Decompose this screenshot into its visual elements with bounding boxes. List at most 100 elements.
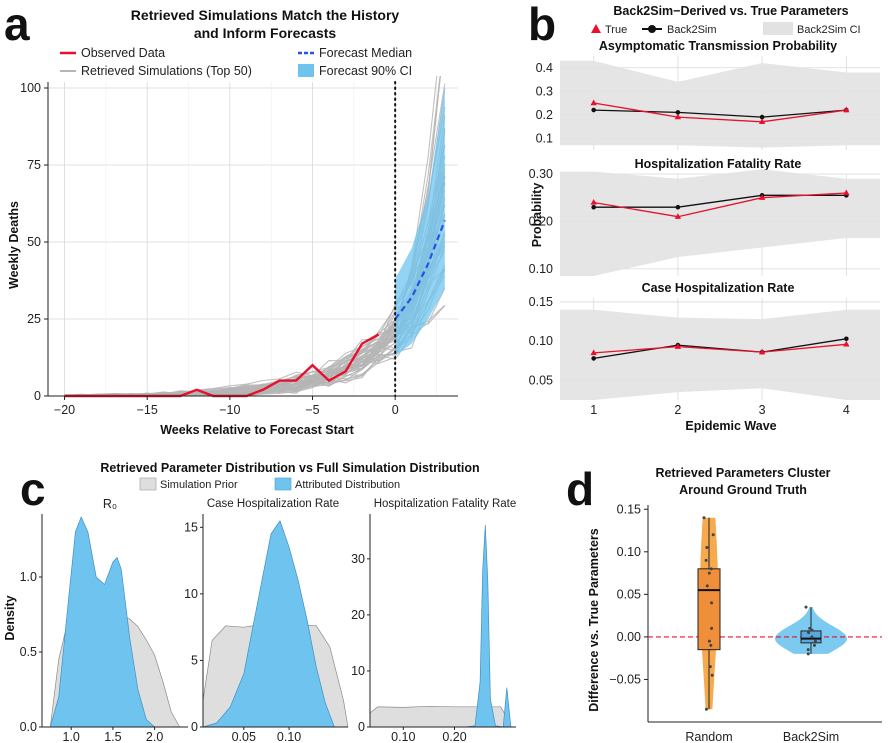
- true-point: [674, 213, 682, 219]
- x-tick-label: 4: [843, 403, 850, 417]
- panel-b-subplot-1: [560, 56, 880, 150]
- legend-swatch-prior: [139, 477, 157, 491]
- simulation-trajectory: [64, 233, 446, 397]
- true-line: [593, 192, 847, 218]
- y-tick-label: 0.05: [529, 373, 553, 387]
- data-point: [709, 567, 713, 571]
- y-tick-label: 0: [358, 720, 365, 734]
- y-tick-label: 0.1: [536, 131, 553, 145]
- simulation-trajectory: [64, 190, 446, 397]
- simulation-trajectory: [64, 183, 446, 397]
- panel-b: b Back2Sim−Derived vs. True Parameters T…: [528, 0, 880, 433]
- x-tick-label: −5: [305, 403, 319, 417]
- y-tick-label: 1.0: [20, 570, 37, 584]
- legend-label-back2sim-ci: Back2Sim CI: [797, 24, 861, 36]
- data-point: [807, 631, 811, 635]
- back2sim-line: [593, 338, 847, 360]
- y-tick-label: 10: [351, 664, 365, 678]
- panel-d: d Retrieved Parameters Cluster Around Gr…: [566, 463, 882, 743]
- data-point: [710, 673, 714, 677]
- y-tick-label: 0.4: [536, 61, 553, 75]
- back2sim-ci-band: [560, 169, 880, 276]
- legend-label-back2sim: Back2Sim: [667, 24, 717, 36]
- back2sim-line: [593, 109, 847, 118]
- simulation-trajectory: [64, 177, 446, 397]
- y-tick-label: 75: [27, 158, 41, 172]
- legend-swatch-back2sim-point: [648, 25, 656, 33]
- legend-label-prior: Simulation Prior: [160, 479, 238, 491]
- attributed-density-area: [202, 520, 335, 728]
- panel-a-x-axis-title: Weeks Relative to Forecast Start: [160, 423, 354, 437]
- panel-a-legend: Observed Data Retrieved Simulations (Top…: [60, 46, 412, 78]
- panel-b-y-axis-title: Probability: [530, 183, 544, 248]
- data-point: [808, 626, 812, 630]
- back2sim-point: [591, 356, 596, 361]
- panel-b-subplot-2: [560, 169, 880, 276]
- data-point: [806, 652, 810, 656]
- x-tick-label: Back2Sim: [783, 730, 839, 743]
- y-tick-label: 0.10: [617, 545, 641, 559]
- panel-b-x-axis-title: Epidemic Wave: [685, 419, 776, 433]
- x-tick-label: 1.0: [63, 730, 80, 743]
- y-tick-label: 0.00: [617, 630, 641, 644]
- back2sim-point: [759, 114, 765, 120]
- panel-c-subplot-3: 0.10 0.20 0 10 20 30: [351, 514, 516, 743]
- x-tick-label: −20: [54, 403, 75, 417]
- panel-c-subtitle-3: Hospitalization Fatality Rate: [374, 498, 517, 510]
- legend-swatch-true: [591, 24, 601, 33]
- y-tick-label: 20: [351, 608, 365, 622]
- data-point: [812, 643, 816, 647]
- simulation-trajectory: [64, 163, 446, 397]
- panel-d-plot: −0.05 0.00 0.05 0.10 0.15 Random Back2Sim: [609, 502, 882, 743]
- x-tick-label: 0.05: [232, 730, 256, 743]
- panel-a-title-line-1: Retrieved Simulations Match the History: [131, 7, 400, 23]
- data-point: [804, 605, 808, 609]
- data-point: [806, 648, 810, 652]
- y-tick-label: 15: [184, 520, 198, 534]
- legend-label-median: Forecast Median: [319, 46, 412, 60]
- y-tick-label: 0.15: [529, 295, 553, 309]
- y-tick-label: 0.10: [529, 334, 553, 348]
- back2sim-point: [675, 110, 681, 115]
- panel-c: c Retrieved Parameter Distribution vs Fu…: [3, 461, 516, 743]
- x-tick-label: 0: [392, 403, 399, 417]
- simulation-trajectory: [64, 144, 446, 397]
- attributed-density-area: [49, 516, 155, 728]
- x-tick-label: 2.0: [146, 730, 163, 743]
- panel-a-axes: −20 −15 −10 −5 0 0 25 50 75 100: [20, 81, 458, 417]
- y-tick-label: 0.5: [20, 645, 37, 659]
- x-tick-label: 3: [759, 403, 766, 417]
- panel-c-y-axis-title: Density: [3, 595, 17, 640]
- x-tick-label: 2: [674, 403, 681, 417]
- panel-b-subtitle-1: Asymptomatic Transmission Probability: [599, 39, 837, 53]
- true-line: [593, 343, 847, 354]
- y-tick-label: 0.30: [529, 167, 553, 181]
- true-point: [590, 99, 597, 106]
- panel-label-c: c: [20, 463, 46, 515]
- y-tick-label: 0.10: [529, 262, 553, 276]
- y-tick-label: 0.0: [20, 720, 37, 734]
- y-tick-label: 50: [27, 235, 41, 249]
- legend-label-true: True: [605, 24, 627, 36]
- legend-swatch-attributed: [274, 477, 292, 491]
- true-point: [843, 189, 850, 196]
- data-point: [710, 601, 714, 605]
- simulation-trajectory: [64, 183, 446, 397]
- y-tick-label: 0.05: [617, 587, 641, 601]
- data-point: [702, 516, 706, 520]
- simulation-trajectory: [64, 171, 446, 397]
- forecast-ci-band: [395, 88, 445, 356]
- y-tick-label: 0.20: [529, 214, 553, 228]
- panel-c-legend: Simulation Prior Attributed Distribution: [139, 477, 400, 491]
- panel-c-subtitle-1: R₀: [103, 497, 117, 511]
- x-tick-label: Random: [685, 730, 732, 743]
- back2sim-ci-band: [560, 309, 880, 400]
- attributed-density-area: [464, 524, 512, 728]
- panel-b-subtitle-3: Case Hospitalization Rate: [642, 281, 795, 295]
- true-point: [590, 349, 597, 356]
- data-point: [810, 635, 814, 639]
- panel-label-a: a: [4, 0, 30, 50]
- panel-a-y-axis-title: Weekly Deaths: [7, 201, 21, 289]
- simulation-trajectory: [64, 245, 446, 397]
